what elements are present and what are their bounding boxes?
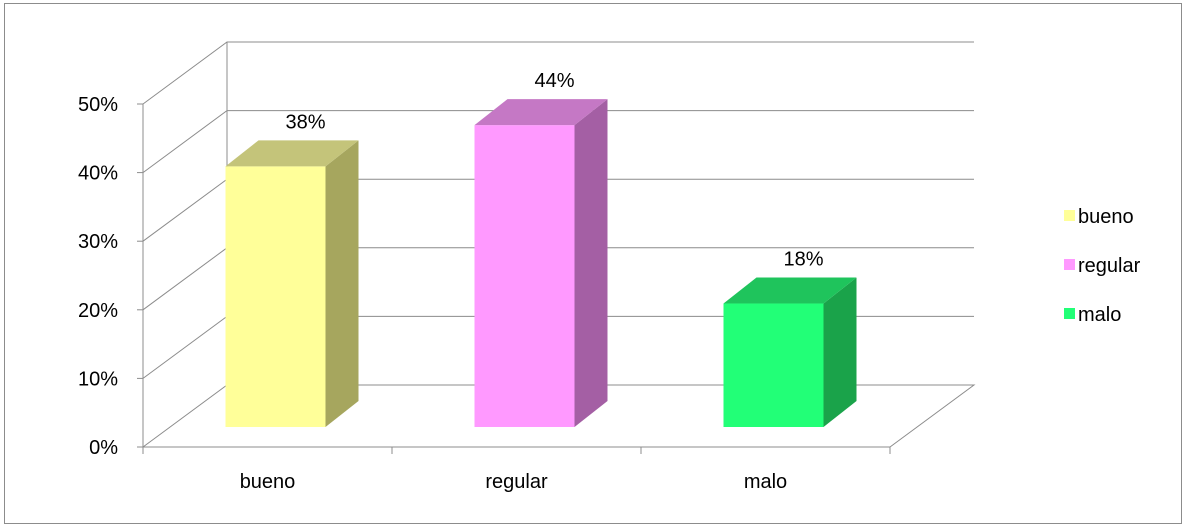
legend-item-regular: regular (1064, 255, 1141, 277)
y-tick-label: 30% (78, 231, 118, 253)
legend: bueno regular malo (1064, 206, 1141, 326)
bar-front-malo (723, 303, 824, 427)
bar-side-bueno (325, 140, 359, 427)
bar-top-bueno (225, 140, 359, 167)
x-tick-label: bueno (240, 471, 296, 493)
bar-top-malo (723, 277, 857, 304)
data-labels: 38% 44% 18% (285, 70, 823, 270)
x-axis: bueno regular malo (142, 447, 891, 493)
data-label-bueno: 38% (285, 111, 325, 133)
bar-side-regular (574, 99, 608, 427)
bars (225, 99, 857, 427)
y-tick-label: 0% (89, 437, 118, 459)
legend-swatch-malo (1064, 308, 1075, 319)
gridline (142, 41, 974, 105)
x-tick-label: malo (744, 471, 787, 493)
x-tick-label: regular (485, 471, 548, 493)
gridline (142, 110, 974, 174)
legend-item-bueno: bueno (1064, 206, 1134, 228)
y-axis-ticks: 0% 10% 20% 30% 40% 50% (78, 94, 143, 459)
bar-malo (723, 277, 857, 427)
y-tick-label: 50% (78, 94, 118, 116)
legend-label-malo: malo (1078, 304, 1121, 326)
y-tick-label: 40% (78, 163, 118, 185)
legend-item-malo: malo (1064, 304, 1121, 326)
legend-swatch-regular (1064, 259, 1075, 270)
legend-swatch-bueno (1064, 210, 1075, 221)
y-tick-label: 10% (78, 368, 118, 390)
bar-regular (474, 99, 608, 427)
bar-top-regular (474, 99, 608, 126)
bar-side-malo (823, 277, 857, 427)
bar-front-regular (474, 125, 575, 427)
y-tick-label: 20% (78, 300, 118, 322)
bar-bueno (225, 140, 359, 427)
data-label-malo: 18% (783, 249, 823, 271)
legend-label-regular: regular (1078, 255, 1141, 277)
legend-label-bueno: bueno (1078, 206, 1134, 228)
bar-front-bueno (225, 166, 326, 427)
data-label-regular: 44% (534, 70, 574, 92)
